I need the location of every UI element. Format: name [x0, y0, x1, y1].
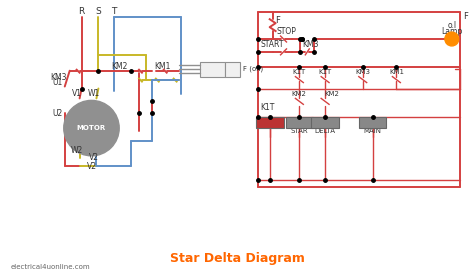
- Text: U2: U2: [53, 109, 63, 118]
- Text: KM3: KM3: [302, 40, 319, 49]
- Text: KM1: KM1: [155, 62, 171, 71]
- Text: STAR: STAR: [291, 128, 308, 134]
- Text: Lamp: Lamp: [441, 27, 463, 36]
- Bar: [311, 117, 339, 128]
- Text: V2: V2: [86, 162, 97, 171]
- Circle shape: [64, 100, 119, 156]
- Text: K1T: K1T: [293, 69, 306, 75]
- Text: K1T: K1T: [260, 103, 274, 112]
- Bar: [256, 117, 283, 128]
- Bar: [201, 62, 225, 77]
- Text: W2: W2: [71, 146, 83, 155]
- Text: o.I: o.I: [447, 21, 456, 30]
- Text: R: R: [79, 7, 85, 16]
- Text: F: F: [275, 16, 281, 25]
- Text: KM1: KM1: [292, 120, 307, 126]
- Bar: [225, 62, 240, 77]
- Text: S: S: [96, 7, 101, 16]
- Text: KM3: KM3: [355, 69, 370, 75]
- Text: START: START: [261, 40, 284, 49]
- Text: W1: W1: [87, 89, 100, 99]
- Text: MOTOR: MOTOR: [77, 125, 106, 131]
- Text: MAIN: MAIN: [364, 128, 382, 134]
- Text: T: T: [111, 7, 117, 16]
- Text: STOP: STOP: [277, 27, 296, 36]
- Text: K1T: K1T: [319, 69, 332, 75]
- Text: U1: U1: [53, 78, 63, 87]
- Text: KM2: KM2: [318, 120, 333, 126]
- Text: KM1: KM1: [389, 69, 404, 75]
- Text: KM3: KM3: [365, 120, 380, 126]
- Text: V2: V2: [89, 153, 99, 162]
- Text: F (o.I): F (o.I): [243, 65, 263, 72]
- Bar: [359, 117, 386, 128]
- Text: KM2: KM2: [111, 62, 128, 71]
- Text: KM2: KM2: [324, 91, 339, 97]
- Text: F: F: [463, 12, 467, 21]
- Text: KM3: KM3: [51, 73, 67, 82]
- Text: DELTA: DELTA: [315, 128, 336, 134]
- Text: electrical4uonline.com: electrical4uonline.com: [10, 264, 90, 270]
- Text: Star Delta Diagram: Star Delta Diagram: [170, 252, 304, 265]
- Text: V1: V1: [72, 89, 82, 99]
- Text: KM2: KM2: [292, 91, 306, 97]
- Bar: [285, 117, 313, 128]
- Circle shape: [445, 32, 459, 46]
